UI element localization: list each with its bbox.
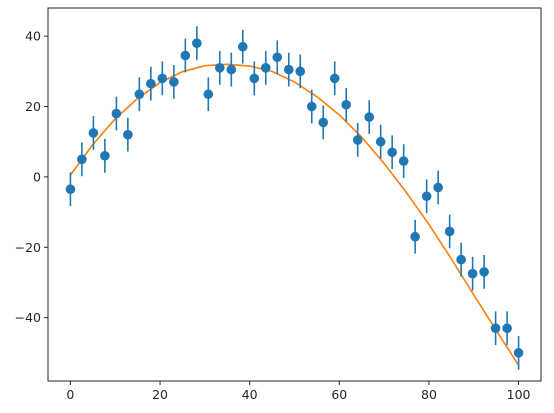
data-point xyxy=(283,64,294,75)
y-tick-labels: −40 −20 0 20 40 xyxy=(15,29,41,326)
axis-ticks xyxy=(44,35,520,385)
data-point xyxy=(192,38,202,48)
data-point xyxy=(214,63,225,73)
data-point xyxy=(329,73,340,84)
data-point xyxy=(111,108,122,119)
axes-frame xyxy=(47,7,542,382)
data-point xyxy=(65,184,76,195)
data-point xyxy=(272,52,283,63)
data-point xyxy=(490,323,501,334)
data-point xyxy=(157,73,168,84)
data-point xyxy=(387,147,397,158)
y-tick-label: 40 xyxy=(25,29,41,44)
data-point xyxy=(237,41,248,52)
data-point xyxy=(123,129,133,140)
data-point xyxy=(203,89,214,100)
data-point xyxy=(375,136,386,147)
data-point xyxy=(226,64,237,75)
data-point xyxy=(295,66,306,77)
data-point xyxy=(77,154,87,165)
data-point xyxy=(456,254,466,265)
y-tick-label: −20 xyxy=(15,240,41,255)
data-point xyxy=(249,73,260,84)
x-tick-label: 60 xyxy=(331,387,347,402)
y-tick-label: 20 xyxy=(25,99,41,114)
data-point xyxy=(467,268,478,279)
data-point xyxy=(421,191,432,202)
fit-line xyxy=(69,63,520,366)
data-point xyxy=(146,78,156,89)
data-point xyxy=(260,63,271,73)
x-tick-label: 0 xyxy=(66,387,74,402)
data-point xyxy=(433,182,443,193)
y-tick-label: 0 xyxy=(33,169,41,184)
x-tick-label: 20 xyxy=(152,387,168,402)
data-point xyxy=(306,101,317,112)
data-point xyxy=(88,128,99,138)
x-tick-label: 100 xyxy=(507,387,531,402)
y-tick-label: −40 xyxy=(15,310,41,325)
plot-area xyxy=(65,26,524,370)
data-point xyxy=(513,348,524,358)
data-point xyxy=(352,135,363,145)
data-point xyxy=(180,50,191,61)
data-point xyxy=(134,89,145,100)
data-point xyxy=(502,323,512,334)
data-point xyxy=(398,156,409,166)
data-point xyxy=(479,267,489,277)
data-point xyxy=(318,117,329,128)
x-tick-label: 80 xyxy=(421,387,437,402)
x-tick-label: 40 xyxy=(242,387,258,402)
data-point xyxy=(100,150,110,161)
data-point xyxy=(364,112,375,122)
data-point xyxy=(341,99,352,110)
data-point xyxy=(410,231,420,242)
data-point xyxy=(169,77,179,87)
x-tick-labels: 0 20 40 60 80 100 xyxy=(66,387,530,402)
data-point xyxy=(444,226,455,237)
